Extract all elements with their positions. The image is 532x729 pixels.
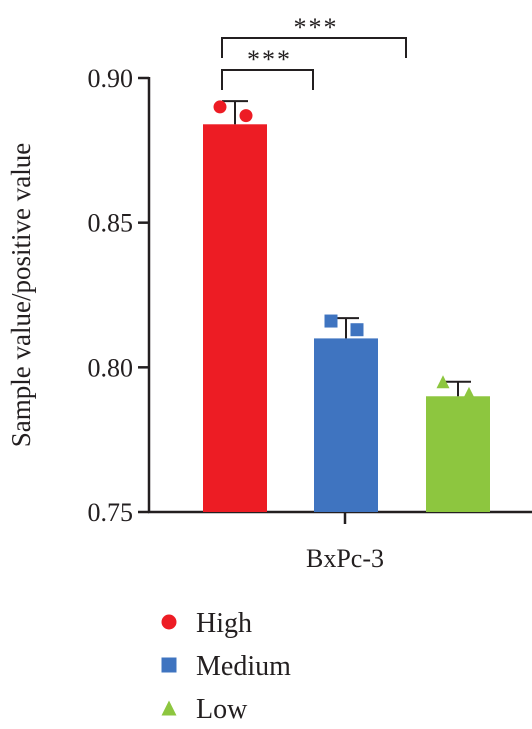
data-point-medium	[350, 323, 364, 337]
bar-medium	[314, 338, 378, 512]
data-point-high	[213, 100, 227, 114]
data-point-high	[239, 109, 253, 123]
y-axis-title: Sample value/positive value	[6, 143, 36, 447]
y-tick-label: 0.80	[88, 353, 134, 382]
x-category-label: BxPc-3	[306, 544, 384, 573]
bar-low	[426, 396, 490, 512]
legend-marker-high	[161, 614, 177, 630]
data-point-low	[462, 386, 476, 400]
legend-label-medium: Medium	[196, 651, 291, 682]
significance-label: ***	[294, 13, 339, 42]
legend-label-high: High	[196, 608, 252, 639]
legend-marker-medium	[161, 657, 177, 673]
y-tick-label: 0.85	[88, 209, 134, 238]
data-point-low	[436, 375, 450, 389]
bar-high	[203, 124, 267, 512]
y-tick-label: 0.90	[88, 64, 134, 93]
significance-label: ***	[247, 45, 292, 74]
significance-bracket	[221, 69, 314, 90]
significance-bracket	[221, 37, 407, 58]
legend-label-low: Low	[196, 694, 248, 725]
legend-marker-low	[161, 700, 177, 716]
y-tick-label: 0.75	[88, 498, 134, 527]
data-point-medium	[324, 314, 338, 328]
